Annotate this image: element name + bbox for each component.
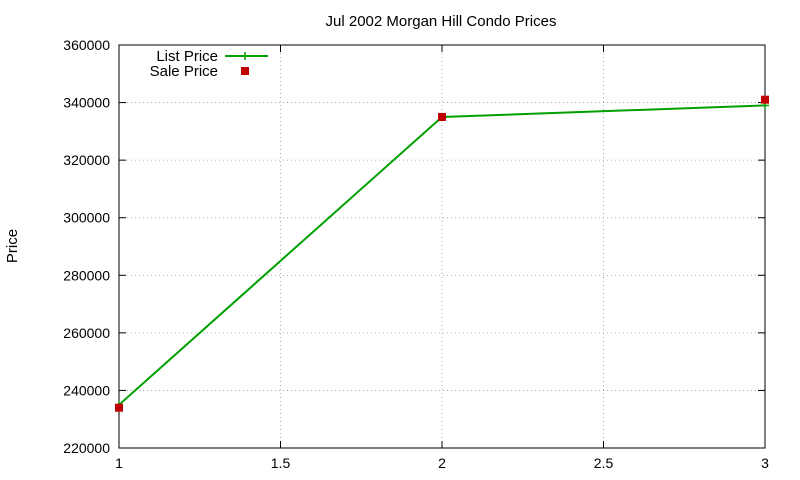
y-axis-label: Price [4,229,21,263]
y-tick-label: 320000 [63,152,110,168]
y-tick-label: 340000 [63,95,110,111]
legend-label: Sale Price [150,63,218,80]
legend-marker-sale-price [241,67,249,75]
series-line-list-price [118,104,766,406]
data-point-sale-price [438,112,446,121]
x-tick-label: 1.5 [271,455,291,471]
grid [119,45,765,448]
chart-title: Jul 2002 Morgan Hill Condo Prices [326,13,557,30]
y-tick-label: 300000 [63,210,110,226]
y-tick-label: 220000 [63,440,110,456]
data-point-sale-price [761,95,769,104]
axes: 220000 240000 260000 280000 300000 320000 3400… [63,37,769,471]
y-tick-label: 280000 [63,267,110,283]
legend-label: List Price [156,48,218,65]
x-tick-label: 2.5 [594,455,614,471]
y-tick-label: 260000 [63,325,110,341]
plot-area [115,95,769,412]
x-tick-label: 1 [115,455,123,471]
y-tick-label: 240000 [63,382,110,398]
x-tick-label: 2 [438,455,446,471]
x-tick-label: 3 [761,455,769,471]
y-tick-label: 360000 [63,37,110,53]
data-point-sale-price [115,403,123,412]
plot-frame [118,44,766,449]
